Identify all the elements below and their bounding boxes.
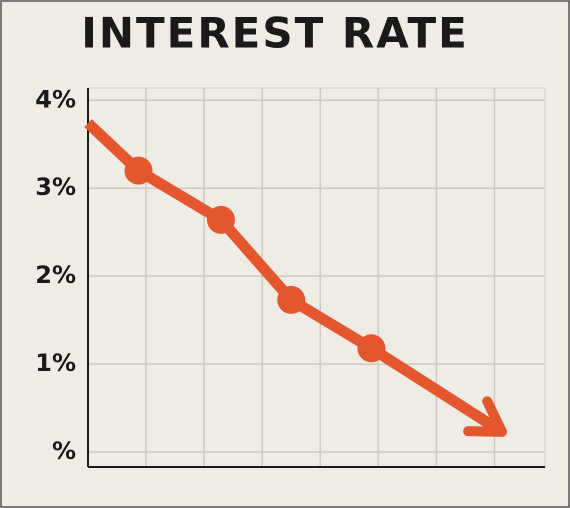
point [277,285,306,314]
y-tick-label: 2% [35,261,76,289]
y-tick-label: 1% [35,349,76,377]
y-tick-label: 3% [35,173,76,201]
y-tick-label: 4% [35,85,76,113]
arrow-head [463,396,508,437]
point [357,334,386,363]
point [206,205,235,234]
y-tick-label: % [52,437,76,465]
chart-title: INTEREST RATE [81,9,469,58]
point [124,156,153,185]
